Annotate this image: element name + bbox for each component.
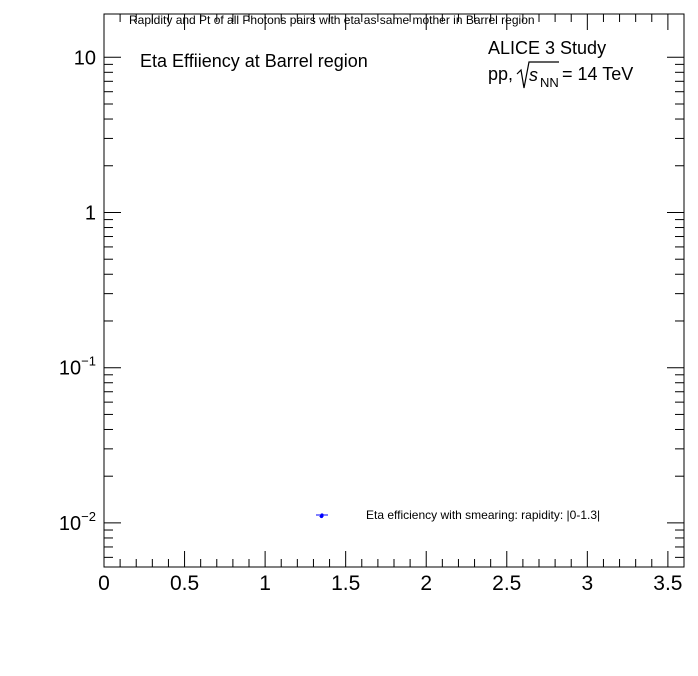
annotation-left: Eta Effiiency at Barrel region <box>140 51 368 71</box>
energy-label: pp, s NN = 14 TeV <box>488 61 633 90</box>
y-tick-label-exponent: −2 <box>81 509 96 524</box>
legend: Eta efficiency with smearing: rapidity: … <box>316 508 600 522</box>
x-tick-label: 2 <box>420 572 432 595</box>
x-tick-label: 0.5 <box>170 572 199 595</box>
x-tick-label: 3.5 <box>653 572 682 595</box>
x-tick-label: 1.5 <box>331 572 360 595</box>
y-tick-label-base: 10 <box>74 47 96 69</box>
energy-value: = 14 TeV <box>562 64 633 84</box>
y-tick-label-base: 10 <box>59 358 81 380</box>
sqrt-sign <box>516 61 559 89</box>
legend-marker <box>320 513 324 517</box>
x-tick-label: 1 <box>259 572 271 595</box>
axis-ticks <box>103 14 685 567</box>
y-tick-label: 1 <box>85 202 96 224</box>
y-tick-label-base: 10 <box>59 513 81 535</box>
x-tick-label: 2.5 <box>492 572 521 595</box>
sqrt-s: s <box>529 65 538 85</box>
x-tick-label: 0 <box>98 572 110 595</box>
legend-entry-label: Eta efficiency with smearing: rapidity: … <box>366 508 600 522</box>
y-tick-label: 10−1 <box>59 354 96 380</box>
experiment-label: ALICE 3 Study <box>488 38 606 58</box>
y-tick-label: 10 <box>74 47 96 69</box>
chart-title: Rapidity and Pt of all Photons pairs wit… <box>129 13 535 27</box>
x-tick-label: 3 <box>581 572 593 595</box>
y-tick-label-base: 1 <box>85 202 96 224</box>
y-tick-label: 10−2 <box>59 509 96 535</box>
sqrt-s-subscript: NN <box>540 75 559 90</box>
x-tick-labels: 0 0.5 1 1.5 2 2.5 3 3.5 <box>98 572 682 595</box>
system-prefix: pp, <box>488 64 513 84</box>
y-tick-label-exponent: −1 <box>81 354 96 369</box>
